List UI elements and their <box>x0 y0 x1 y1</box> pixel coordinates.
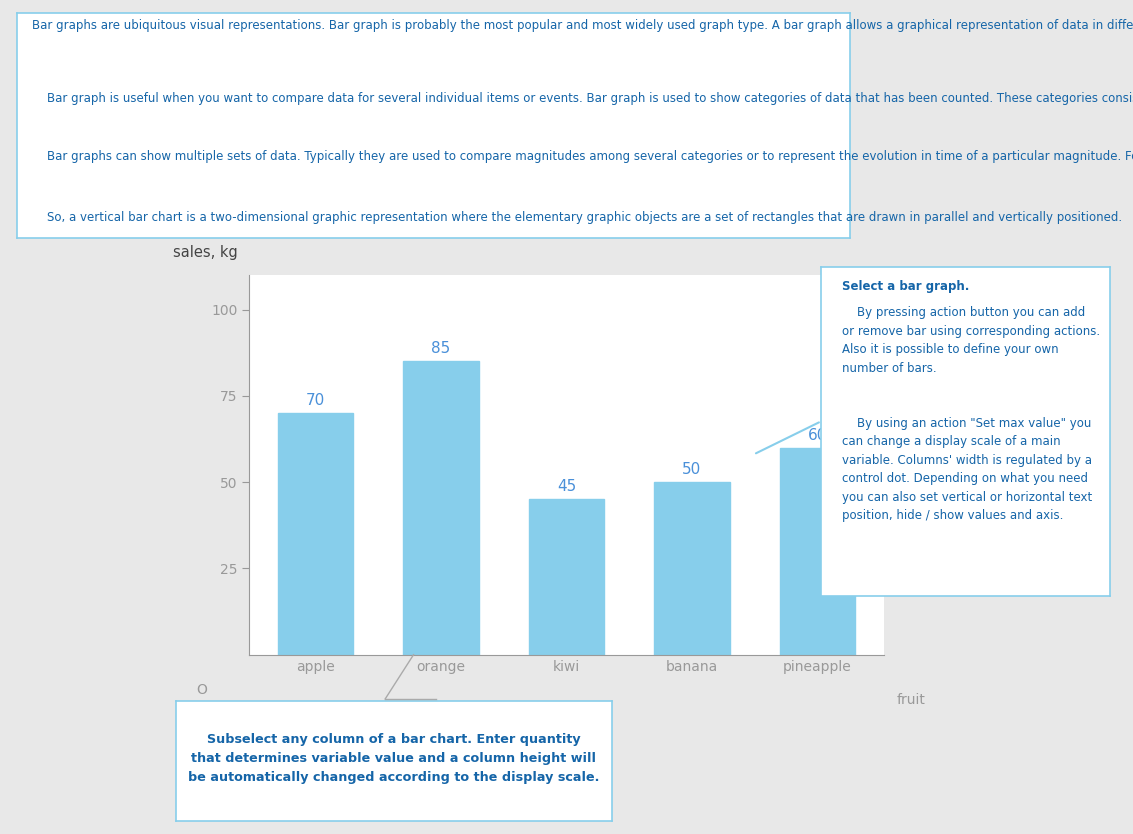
Bar <box>529 500 604 655</box>
Text: Bar graphs are ubiquitous visual representations. Bar graph is probably the most: Bar graphs are ubiquitous visual represe… <box>32 19 1133 33</box>
Text: By pressing action button you can add
or remove bar using corresponding actions.: By pressing action button you can add or… <box>842 306 1100 375</box>
Text: O: O <box>196 683 207 697</box>
Text: 45: 45 <box>557 480 576 495</box>
Text: 60: 60 <box>808 428 827 443</box>
Text: Bar graph is useful when you want to compare data for several individual items o: Bar graph is useful when you want to com… <box>32 93 1133 105</box>
Text: Bar graphs can show multiple sets of data. Typically they are used to compare ma: Bar graphs can show multiple sets of dat… <box>32 150 1133 163</box>
Text: 85: 85 <box>432 341 451 356</box>
Text: 50: 50 <box>682 462 701 477</box>
Bar <box>403 361 479 655</box>
Bar <box>780 448 855 655</box>
Bar <box>278 413 353 655</box>
Text: By using an action "Set max value" you
can change a display scale of a main
vari: By using an action "Set max value" you c… <box>842 417 1092 522</box>
Text: Select a bar graph.: Select a bar graph. <box>842 280 969 293</box>
Text: So, a vertical bar chart is a two-dimensional graphic representation where the e: So, a vertical bar chart is a two-dimens… <box>32 211 1122 224</box>
Text: fruit: fruit <box>896 692 926 706</box>
Text: 70: 70 <box>306 393 325 408</box>
Bar <box>654 482 730 655</box>
Text: sales, kg: sales, kg <box>173 245 238 260</box>
Text: Subselect any column of a bar chart. Enter quantity
that determines variable val: Subselect any column of a bar chart. Ent… <box>188 733 599 784</box>
